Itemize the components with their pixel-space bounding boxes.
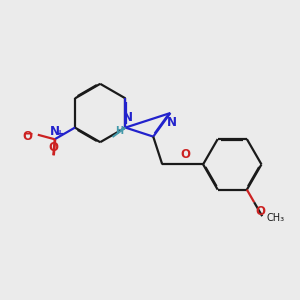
Text: O: O	[48, 140, 58, 154]
Text: −: −	[22, 128, 33, 141]
Text: O: O	[181, 148, 190, 161]
Text: CH₃: CH₃	[267, 213, 285, 223]
Text: H: H	[115, 126, 123, 136]
Text: O: O	[22, 130, 32, 143]
Text: +: +	[56, 129, 64, 139]
Text: N: N	[50, 125, 60, 138]
Text: N: N	[123, 111, 133, 124]
Text: N: N	[167, 116, 177, 129]
Text: O: O	[256, 205, 266, 218]
